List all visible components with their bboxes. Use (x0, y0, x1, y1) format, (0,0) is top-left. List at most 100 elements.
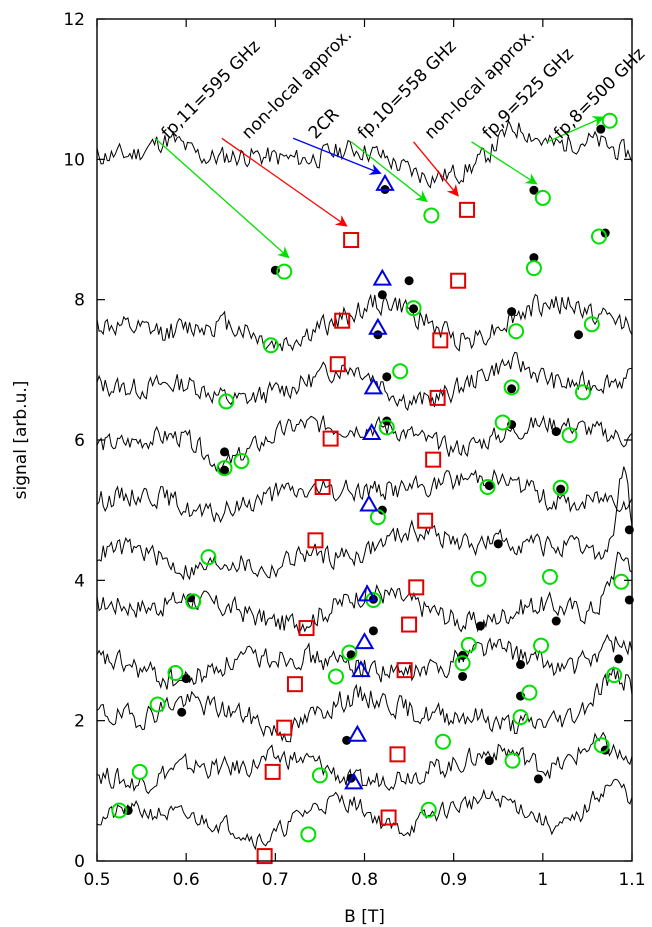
black-dot-marker (596, 124, 606, 134)
green-circle-marker (341, 644, 358, 661)
blue-triangle-marker (357, 584, 377, 602)
blue-triangle-marker (344, 772, 364, 790)
black-dot-marker (574, 330, 583, 340)
green-circle-marker (369, 509, 386, 526)
green-circle-marker (470, 570, 487, 587)
green-circle-marker (583, 316, 600, 333)
x-tick-label: 0.5 (83, 870, 110, 890)
black-dot-marker (377, 290, 387, 300)
blue-triangle-marker (372, 268, 393, 286)
red-square-marker (396, 662, 413, 679)
black-dot-marker (614, 654, 624, 664)
y-axis-label: signal [arb.u.] (11, 381, 31, 500)
plot-frame (96, 18, 633, 862)
red-square-marker (459, 201, 476, 218)
green-circle-marker (454, 655, 471, 672)
x-tick-label: 0.8 (351, 870, 378, 890)
annotation-label: non-local approx. (421, 25, 539, 143)
red-square-marker (264, 763, 281, 780)
black-dot-marker (404, 276, 414, 286)
annotation-arrow (471, 141, 538, 185)
black-dot-marker (475, 621, 485, 631)
y-tick-label: 2 (74, 712, 85, 732)
y-tick-label: 4 (74, 571, 85, 591)
green-circle-marker (420, 801, 437, 818)
blue-triangle-marker (351, 660, 371, 678)
green-circle-marker (534, 189, 551, 206)
black-dot-marker (529, 185, 539, 195)
green-circle-marker (423, 207, 440, 224)
y-tick-label: 6 (74, 431, 85, 451)
black-dot-marker (529, 253, 539, 263)
red-square-marker (286, 676, 303, 693)
green-circle-marker (311, 767, 328, 784)
green-circle-marker (601, 112, 618, 129)
x-axis-ticks: 0.5 0.6 0.7 0.8 0.9 1 1.1 (83, 19, 646, 890)
x-tick-label: 1 (537, 870, 548, 890)
green-circle-marker (167, 664, 184, 681)
signal-trace (96, 731, 633, 795)
green-circle-marker (494, 414, 511, 431)
black-dot-marker (458, 671, 468, 681)
annotation-arrow (292, 137, 382, 175)
blue-triangle-marker (359, 494, 379, 512)
green-circle-marker (525, 260, 542, 277)
black-dot-marker (346, 650, 356, 660)
annotation-arrow (547, 116, 605, 143)
green-circle-marker (552, 479, 569, 496)
signal-trace (96, 468, 633, 524)
y-tick-label: 10 (63, 150, 85, 170)
black-dot-marker (220, 447, 230, 457)
green-circle-marker (503, 379, 520, 396)
signal-trace (96, 293, 633, 352)
green-circle-marker (185, 593, 202, 610)
red-square-marker (425, 451, 442, 468)
y-axis-ticks: 0 2 4 6 8 10 12 (63, 10, 632, 872)
red-square-marker (343, 232, 360, 249)
annotation-arrow (154, 137, 290, 259)
signal-trace (96, 119, 633, 189)
black-dot-marker (484, 756, 494, 766)
signal-trace (96, 633, 633, 690)
red-square-marker (432, 332, 449, 349)
black-dot-marker (551, 616, 561, 626)
green-circle-marker (262, 337, 279, 354)
red-square-marker (417, 512, 434, 529)
black-dot-marker (551, 427, 561, 437)
signal-trace (96, 466, 633, 581)
x-tick-label: 1.1 (618, 870, 645, 890)
y-tick-label: 8 (74, 291, 85, 311)
red-square-marker (389, 746, 406, 763)
blue-triangle-marker (368, 317, 388, 335)
green-circle-marker (591, 228, 608, 245)
blue-triangle-marker (347, 724, 368, 742)
green-circle-marker (111, 802, 128, 819)
green-circle-marker (606, 667, 623, 684)
green-circle-marker (541, 568, 558, 585)
black-dot-marker (507, 384, 517, 394)
red-square-marker (322, 430, 339, 447)
green-circle-marker (574, 384, 591, 401)
red-square-marker (380, 809, 397, 826)
black-dot-marker (409, 304, 419, 314)
signal-trace (96, 778, 633, 851)
black-dot-marker (377, 505, 387, 515)
black-dot-marker (533, 774, 543, 784)
green-circle-marker (479, 479, 496, 496)
x-tick-label: 0.9 (440, 870, 467, 890)
black-dot-marker (342, 735, 352, 745)
red-square-marker (314, 479, 331, 496)
red-square-marker (334, 312, 351, 329)
red-square-marker (329, 356, 346, 373)
red-square-marker (408, 579, 425, 596)
red-square-marker (298, 620, 315, 637)
green-circle-marker (533, 637, 550, 654)
green-circle-marker (131, 763, 148, 780)
green-circle-marker (508, 323, 525, 340)
red-square-marker (307, 532, 324, 549)
green-circle-marker (233, 453, 250, 470)
green-circle-marker (613, 573, 630, 590)
black-dot-marker (368, 626, 378, 636)
